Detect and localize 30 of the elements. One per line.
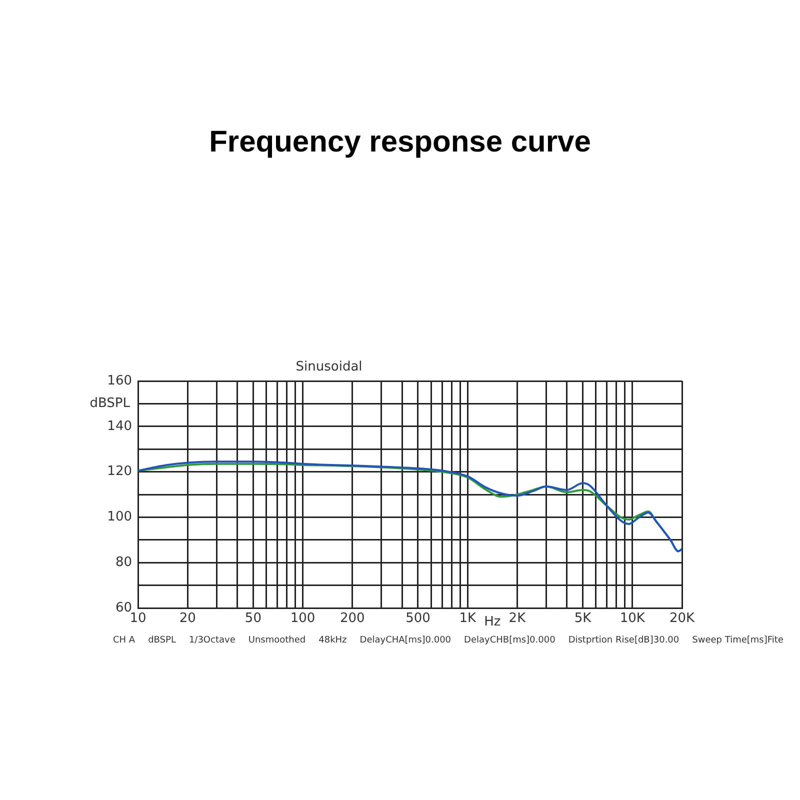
text: CH A [113, 635, 136, 646]
y-tick-label: 100 [107, 510, 132, 525]
x-tick-label: 500 [406, 611, 430, 626]
y-tick-label: 120 [107, 464, 132, 480]
x-tick-label: 200 [340, 611, 365, 626]
x-axis-title: Hz [484, 614, 501, 630]
text: DelayCHB[ms]0.000 [464, 635, 556, 646]
x-tick-label: 50 [244, 611, 262, 626]
x-tick-label: 10K [620, 611, 646, 626]
text: Unsmoothed [248, 635, 306, 646]
y-tick-label: 140 [107, 418, 132, 434]
text: Sinusoidal [296, 359, 362, 374]
y-axis-title: dBSPL [90, 396, 131, 412]
x-tick-label: 1K [459, 611, 476, 626]
text: 48kHz [318, 635, 348, 646]
text: Sweep Time[ms]Fite [692, 635, 784, 646]
x-tick-label: 20K [669, 611, 696, 626]
y-tick-label: 160 [107, 373, 132, 388]
x-tick-label: 100 [290, 611, 316, 626]
x-tick-label: 10 [130, 611, 146, 626]
text: Distprtion Rise[dB]30.00 [568, 635, 680, 646]
text: 1/3Octave [188, 635, 236, 646]
y-tick-label: 60 [115, 600, 132, 616]
x-tick-label: 20 [179, 611, 196, 626]
x-tick-label: 5K [574, 611, 592, 626]
x-tick-label: 2K [508, 611, 526, 626]
text: dBSPL [148, 635, 176, 646]
chart-title: Frequency response curve [209, 125, 591, 158]
text: DelayCHA[ms]0.000 [360, 635, 452, 646]
y-tick-label: 80 [115, 554, 132, 570]
